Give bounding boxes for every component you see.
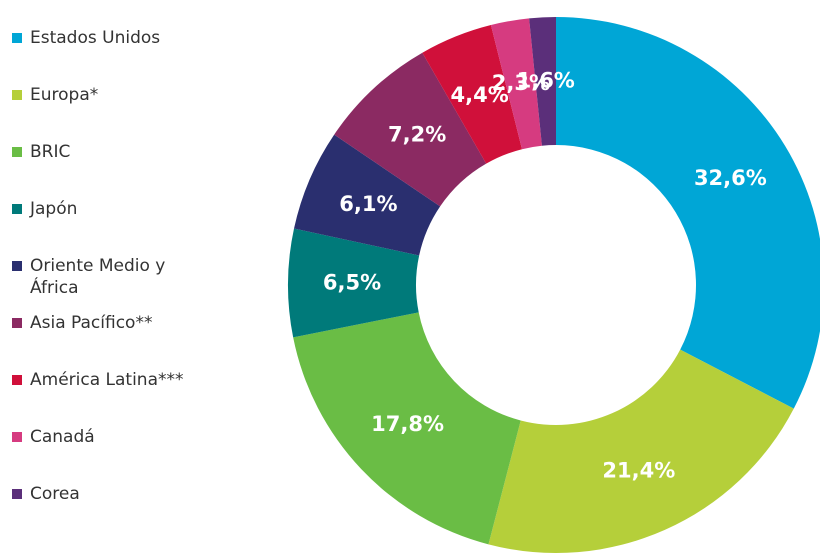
data-label: 6,5% bbox=[323, 270, 381, 294]
slice bbox=[488, 349, 794, 553]
legend-swatch bbox=[12, 489, 22, 499]
legend-label: Japón bbox=[30, 199, 78, 219]
legend-label: Asia Pacífico** bbox=[30, 313, 153, 333]
data-label: 4,4% bbox=[451, 83, 509, 107]
legend-swatch bbox=[12, 318, 22, 328]
data-label: 17,8% bbox=[371, 412, 444, 436]
legend-item: Canadá bbox=[12, 426, 212, 448]
slice bbox=[422, 25, 523, 164]
data-label: 32,6% bbox=[694, 166, 767, 190]
legend-item: Oriente Medio y África bbox=[12, 255, 212, 299]
slice bbox=[294, 134, 441, 256]
legend-item: BRIC bbox=[12, 141, 212, 163]
legend-swatch bbox=[12, 261, 22, 271]
legend-swatch bbox=[12, 147, 22, 157]
legend-item: Asia Pacífico** bbox=[12, 312, 212, 334]
slice bbox=[288, 228, 420, 338]
legend-label: América Latina*** bbox=[30, 370, 184, 390]
legend-item: Europa* bbox=[12, 84, 212, 106]
legend-item: Estados Unidos bbox=[12, 27, 212, 49]
slice bbox=[490, 18, 542, 150]
slice bbox=[293, 312, 521, 545]
data-label: 6,1% bbox=[339, 192, 397, 216]
legend-swatch bbox=[12, 204, 22, 214]
legend-label: Estados Unidos bbox=[30, 28, 161, 48]
legend-label: Corea bbox=[30, 484, 80, 504]
data-label: 21,4% bbox=[602, 458, 675, 482]
legend-label: Europa* bbox=[30, 85, 99, 105]
legend-swatch bbox=[12, 90, 22, 100]
slice bbox=[334, 52, 487, 207]
legend-swatch bbox=[12, 432, 22, 442]
legend-swatch bbox=[12, 375, 22, 385]
legend-item: Corea bbox=[12, 483, 212, 505]
legend-item: América Latina*** bbox=[12, 369, 212, 391]
data-label: 7,2% bbox=[388, 123, 446, 147]
legend-label: Oriente Medio y África bbox=[30, 256, 166, 298]
legend-label: Canadá bbox=[30, 427, 95, 447]
legend-label: BRIC bbox=[30, 142, 71, 162]
data-label: 1,6% bbox=[517, 68, 575, 92]
legend-item: Japón bbox=[12, 198, 212, 220]
slice bbox=[556, 17, 820, 409]
slice bbox=[529, 17, 556, 146]
data-label: 2,3% bbox=[492, 71, 550, 95]
legend-swatch bbox=[12, 33, 22, 43]
